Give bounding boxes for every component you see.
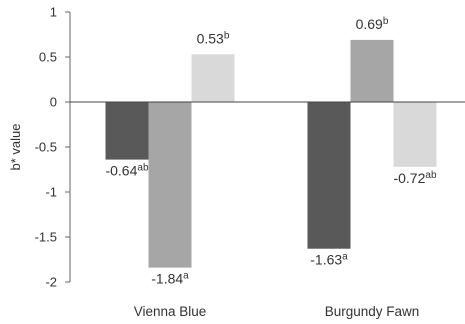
bars xyxy=(105,39,437,268)
x-category-label: Vienna Blue xyxy=(134,304,207,319)
y-axis-title: b* value xyxy=(8,124,23,171)
bar-series-1-burgundy-fawn xyxy=(307,102,351,249)
y-tick-label: -1.5 xyxy=(35,230,57,245)
y-tick-label: -2 xyxy=(45,275,57,290)
data-label: -1.63a xyxy=(310,252,348,268)
y-tick-label: 0 xyxy=(50,95,57,110)
data-label: -0.72ab xyxy=(393,170,436,186)
data-label: 0.53b xyxy=(197,30,230,46)
bar-series-3-burgundy-fawn xyxy=(393,102,437,167)
x-axis: Vienna Blue Burgundy Fawn xyxy=(70,101,465,319)
data-labels: -0.64ab -1.84a 0.53b -1.63a 0.69b -0.72ab xyxy=(105,16,436,287)
y-tick-label: -0.5 xyxy=(35,140,57,155)
bar-series-1-vienna-blue xyxy=(105,102,149,160)
y-tick-label: -1 xyxy=(45,185,57,200)
y-tick-label: 0.5 xyxy=(39,50,57,65)
bar-series-2-vienna-blue xyxy=(148,102,192,268)
data-label: -1.84a xyxy=(151,271,189,287)
bar-series-3-vienna-blue xyxy=(191,54,235,102)
data-label: 0.69b xyxy=(356,16,389,32)
data-label: -0.64ab xyxy=(105,163,148,179)
y-axis: 1 0.5 0 -0.5 -1 -1.5 -2 xyxy=(35,5,71,290)
x-category-label: Burgundy Fawn xyxy=(325,304,420,319)
bar-series-2-burgundy-fawn xyxy=(350,39,394,102)
y-tick-label: 1 xyxy=(50,5,57,20)
